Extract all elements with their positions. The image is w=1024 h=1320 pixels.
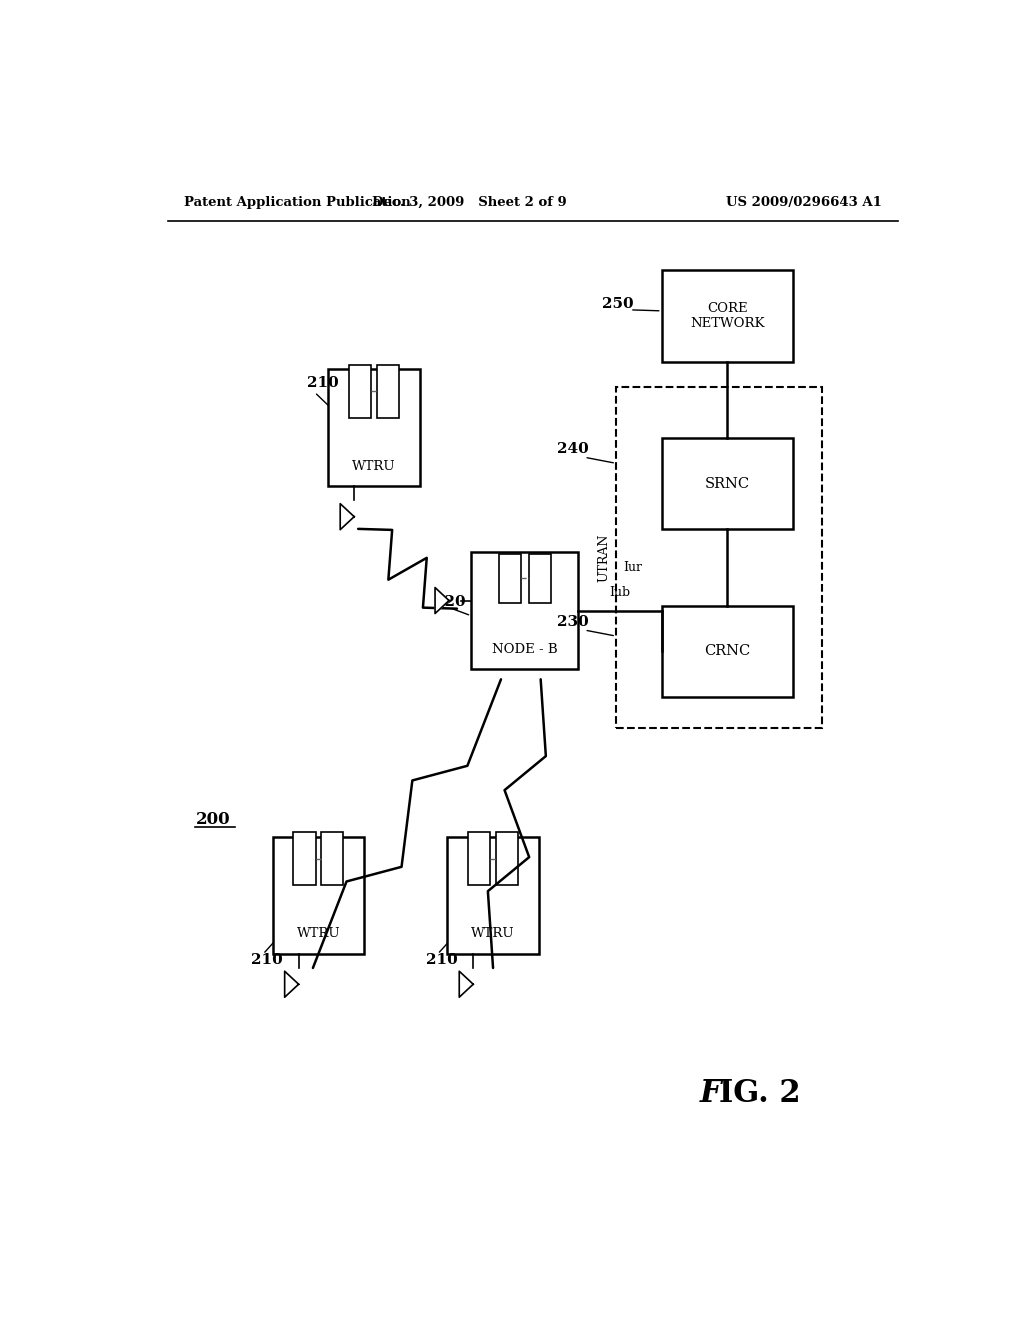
Text: Patent Application Publication: Patent Application Publication <box>183 195 411 209</box>
Bar <box>322 833 343 886</box>
Bar <box>499 554 521 602</box>
Text: 220: 220 <box>433 594 465 609</box>
Text: WTRU: WTRU <box>297 928 340 940</box>
Text: NODE - B: NODE - B <box>492 643 558 656</box>
Text: 230: 230 <box>557 615 589 628</box>
Bar <box>377 364 399 417</box>
Text: WTRU: WTRU <box>471 928 515 940</box>
Bar <box>662 606 793 697</box>
Polygon shape <box>285 972 299 997</box>
Text: CRNC: CRNC <box>705 644 751 659</box>
Text: UTRAN: UTRAN <box>598 533 610 582</box>
Bar <box>616 387 822 727</box>
Bar <box>662 438 793 529</box>
Text: CORE
NETWORK: CORE NETWORK <box>690 302 765 330</box>
Bar <box>272 837 365 954</box>
Bar <box>349 364 372 417</box>
Bar <box>468 833 490 886</box>
Polygon shape <box>435 587 449 614</box>
Polygon shape <box>459 972 473 997</box>
Text: 240: 240 <box>557 442 589 457</box>
Text: Dec. 3, 2009   Sheet 2 of 9: Dec. 3, 2009 Sheet 2 of 9 <box>372 195 566 209</box>
Text: 210: 210 <box>306 376 338 391</box>
Bar <box>528 554 551 602</box>
Text: Iur: Iur <box>623 561 642 574</box>
Text: 200: 200 <box>196 812 230 828</box>
Bar <box>496 833 518 886</box>
Polygon shape <box>340 504 354 529</box>
Text: WTRU: WTRU <box>352 459 396 473</box>
Text: IG. 2: IG. 2 <box>719 1077 801 1109</box>
Bar <box>662 271 793 362</box>
Text: US 2009/0296643 A1: US 2009/0296643 A1 <box>726 195 882 209</box>
Bar <box>329 370 420 486</box>
Text: 210: 210 <box>426 953 458 968</box>
Text: SRNC: SRNC <box>705 477 750 491</box>
Text: F: F <box>699 1077 721 1109</box>
Text: 210: 210 <box>251 953 283 968</box>
Bar <box>447 837 539 954</box>
Bar <box>294 833 315 886</box>
Text: 250: 250 <box>602 297 634 310</box>
Bar <box>471 552 579 669</box>
Text: Iub: Iub <box>609 586 631 598</box>
